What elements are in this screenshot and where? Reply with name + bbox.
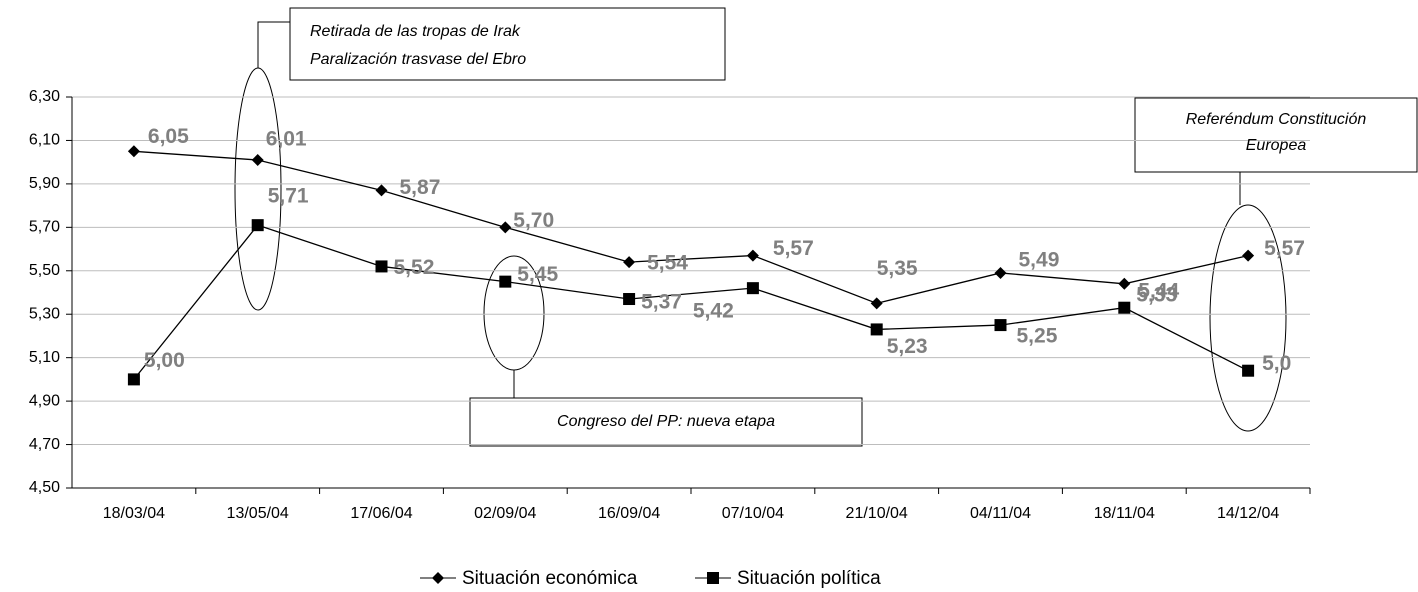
x-tick-label: 18/03/04 xyxy=(103,505,165,522)
series-line xyxy=(133,150,1249,305)
x-tick-label: 04/11/04 xyxy=(970,505,1031,522)
x-tick-label: 21/10/04 xyxy=(846,505,908,522)
data-label: 5,44 xyxy=(1138,279,1179,302)
y-tick-label: 6,30 xyxy=(29,88,60,105)
data-point xyxy=(375,184,388,197)
y-tick-label: 5,10 xyxy=(29,349,60,366)
y-tick-label: 5,90 xyxy=(29,175,60,192)
data-label: 5,23 xyxy=(887,335,928,358)
y-tick-label: 6,10 xyxy=(29,132,60,149)
annotation-text: Europea xyxy=(1246,137,1307,154)
data-label: 5,35 xyxy=(877,257,918,280)
legend-marker xyxy=(432,572,444,584)
data-point xyxy=(746,282,759,295)
data-point xyxy=(1242,364,1255,377)
data-label: 5,25 xyxy=(1017,325,1058,348)
data-label: 5,42 xyxy=(693,300,734,323)
data-label: 5,00 xyxy=(144,349,185,372)
annotation-box xyxy=(1134,97,1418,173)
y-tick-label: 5,50 xyxy=(29,262,60,279)
data-point xyxy=(623,256,636,269)
x-tick-label: 16/09/04 xyxy=(598,505,660,522)
data-point xyxy=(251,153,264,166)
data-point xyxy=(870,297,883,310)
legend-label: Situación económica xyxy=(462,568,638,589)
data-label: 5,57 xyxy=(1264,237,1305,260)
data-point xyxy=(251,219,264,232)
annotation-text: Retirada de las tropas de Irak xyxy=(310,23,521,40)
annotation-connector xyxy=(257,21,290,68)
y-tick-label: 5,70 xyxy=(29,219,60,236)
data-point xyxy=(499,221,512,234)
data-point xyxy=(623,293,636,306)
data-label: 5,54 xyxy=(647,252,688,275)
y-tick-label: 4,50 xyxy=(29,479,60,496)
data-label: 5,70 xyxy=(513,209,554,232)
annotation-box xyxy=(469,397,863,447)
annotation-ellipse xyxy=(234,67,282,311)
data-point xyxy=(994,266,1007,279)
annotation-box xyxy=(289,7,726,81)
data-label: 5,49 xyxy=(1019,248,1060,271)
y-tick-label: 4,90 xyxy=(29,392,60,409)
y-tick-label: 4,70 xyxy=(29,436,60,453)
data-label: 5,37 xyxy=(641,291,682,314)
data-point xyxy=(499,275,512,288)
x-tick-label: 02/09/04 xyxy=(474,505,536,522)
x-tick-label: 18/11/04 xyxy=(1094,505,1155,522)
y-tick-label: 5,30 xyxy=(29,305,60,322)
data-label: 5,45 xyxy=(517,263,558,286)
annotation-text: Referéndum Constitución xyxy=(1186,111,1367,128)
data-point xyxy=(375,260,388,273)
annotation-ellipse xyxy=(483,255,545,371)
series-line xyxy=(133,224,1249,380)
data-point xyxy=(1118,301,1131,314)
annotation-text: Congreso del PP: nueva etapa xyxy=(557,413,775,430)
data-label: 5,0 xyxy=(1262,352,1291,375)
data-point xyxy=(127,373,140,386)
x-tick-label: 17/06/04 xyxy=(350,505,412,522)
x-tick-label: 14/12/04 xyxy=(1217,505,1279,522)
data-label: 5,87 xyxy=(400,176,441,199)
data-label: 5,33 xyxy=(1136,283,1177,306)
data-point xyxy=(746,249,759,262)
data-label: 5,57 xyxy=(773,237,814,260)
data-point xyxy=(127,145,140,158)
data-point xyxy=(1242,249,1255,262)
x-tick-label: 07/10/04 xyxy=(722,505,784,522)
annotation-ellipse xyxy=(1209,204,1287,432)
legend-label: Situación política xyxy=(737,568,881,589)
data-label: 6,05 xyxy=(148,125,189,148)
data-label: 5,71 xyxy=(268,185,309,208)
data-label: 6,01 xyxy=(266,128,307,151)
data-point xyxy=(1118,277,1131,290)
data-point xyxy=(994,319,1007,332)
x-tick-label: 13/05/04 xyxy=(227,505,289,522)
annotation-text: Paralización trasvase del Ebro xyxy=(310,51,526,68)
data-label: 5,52 xyxy=(394,256,435,279)
data-point xyxy=(870,323,883,336)
legend-marker xyxy=(707,572,719,584)
